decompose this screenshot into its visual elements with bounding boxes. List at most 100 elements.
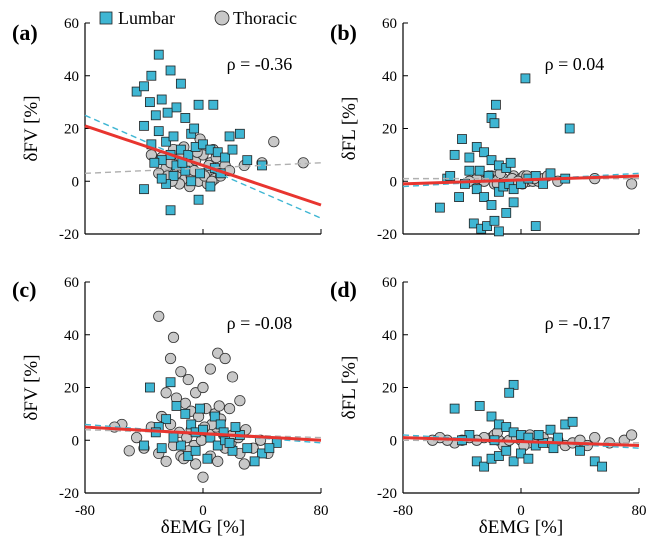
lumbar-point — [165, 205, 176, 216]
lumbar-point — [175, 78, 186, 89]
y-tick-label: -20 — [377, 486, 397, 502]
lumbar-point — [474, 165, 485, 176]
fit-line-all — [402, 436, 640, 448]
lumbar-point — [471, 184, 482, 195]
y-tick-label: 20 — [64, 381, 79, 397]
lumbar-point — [156, 443, 167, 454]
lumbar-point — [139, 120, 149, 131]
lumbar-point — [508, 184, 519, 195]
legend-marker-thoracic — [214, 10, 230, 26]
lumbar-point — [530, 221, 541, 231]
lumbar-point — [189, 123, 200, 134]
lumbar-point — [482, 221, 492, 231]
thoracic-point — [160, 455, 172, 467]
lumbar-point — [175, 144, 186, 155]
lumbar-point — [202, 453, 213, 464]
lumbar-point — [564, 123, 575, 134]
lumbar-point — [545, 424, 556, 435]
panel-label: (a) — [12, 20, 38, 45]
lumbar-point — [139, 440, 149, 451]
thoracic-point — [589, 432, 601, 444]
panel-label: (d) — [330, 277, 357, 302]
lumbar-point — [171, 102, 182, 113]
lumbar-point — [168, 432, 179, 443]
lumbar-point — [501, 207, 512, 218]
y-tick-label: -20 — [59, 486, 79, 502]
thoracic-point — [197, 381, 209, 394]
lumbar-point — [161, 136, 172, 147]
lumbar-point — [264, 443, 275, 454]
x-tick-label: -80 — [75, 503, 95, 519]
lumbar-point — [168, 131, 179, 142]
legend-marker-lumbar — [99, 11, 113, 25]
rho-annotation: ρ = -0.17 — [545, 313, 611, 333]
thoracic-point — [268, 136, 280, 148]
thoracic-point — [626, 429, 638, 441]
y-axis-label: δFV [%] — [21, 95, 42, 161]
lumbar-point — [186, 176, 197, 187]
lumbar-point — [434, 202, 445, 213]
lumbar-point — [212, 147, 223, 158]
lumbar-point — [489, 215, 500, 226]
lumbar-point — [165, 377, 176, 388]
y-tick-label: 60 — [64, 275, 79, 291]
lumbar-point — [150, 110, 161, 121]
lumbar-point — [146, 70, 157, 81]
lumbar-point — [552, 432, 563, 443]
y-tick-label: 0 — [72, 174, 80, 190]
lumbar-point — [156, 173, 167, 184]
rho-annotation: ρ = -0.36 — [227, 54, 293, 74]
thoracic-point — [131, 432, 143, 444]
lumbar-point — [168, 171, 179, 181]
lumbar-point — [457, 134, 467, 144]
lumbar-point — [180, 408, 191, 419]
lumbar-point — [153, 126, 164, 137]
y-tick-label: 0 — [72, 433, 80, 449]
thoracic-point — [626, 178, 638, 190]
lumbar-point — [589, 456, 600, 467]
lumbar-point — [153, 49, 164, 60]
y-tick-label: 20 — [382, 381, 397, 397]
x-tick-label: -80 — [393, 503, 413, 519]
lumbar-point — [471, 456, 482, 467]
x-tick-label: 80 — [632, 503, 647, 519]
legend-label-lumbar: Lumbar — [118, 8, 175, 28]
thoracic-point — [160, 387, 172, 399]
y-tick-label: -20 — [377, 227, 397, 243]
lumbar-point — [224, 131, 235, 142]
y-tick-label: 60 — [64, 16, 79, 32]
lumbar-point — [464, 152, 475, 163]
lumbar-point — [218, 427, 229, 438]
legend-label-thoracic: Thoracic — [233, 8, 297, 28]
lumbar-point — [508, 197, 519, 208]
thoracic-point — [226, 371, 239, 383]
lumbar-point — [504, 387, 515, 398]
lumbar-point — [493, 226, 504, 237]
panel-label: (b) — [330, 20, 357, 45]
lumbar-point — [545, 168, 556, 179]
lumbar-point — [505, 157, 516, 168]
lumbar-point — [171, 401, 182, 411]
y-tick-label: 60 — [382, 275, 397, 291]
lumbar-point — [195, 168, 205, 179]
lumbar-point — [520, 73, 531, 84]
lumbar-point — [471, 142, 482, 152]
lumbar-point — [224, 437, 235, 448]
lumbar-point — [460, 178, 470, 189]
lumbar-point — [131, 86, 142, 97]
lumbar-point — [193, 194, 204, 205]
y-tick-label: 0 — [390, 174, 398, 190]
lumbar-point — [454, 192, 464, 202]
panel-a: -20 0 20 40 60 δFV [%] (a) ρ = -0.36 — [12, 16, 322, 243]
lumbar-point — [212, 440, 223, 451]
y-tick-label: 20 — [382, 122, 397, 138]
lumbar-point — [242, 155, 253, 166]
lumbar-point — [198, 139, 208, 150]
lumbar-point — [234, 128, 245, 139]
lumbar-point — [523, 453, 534, 464]
lumbar-point — [162, 107, 173, 118]
thoracic-point — [153, 310, 165, 322]
thoracic-point — [190, 458, 202, 470]
lumbar-point — [489, 118, 500, 129]
